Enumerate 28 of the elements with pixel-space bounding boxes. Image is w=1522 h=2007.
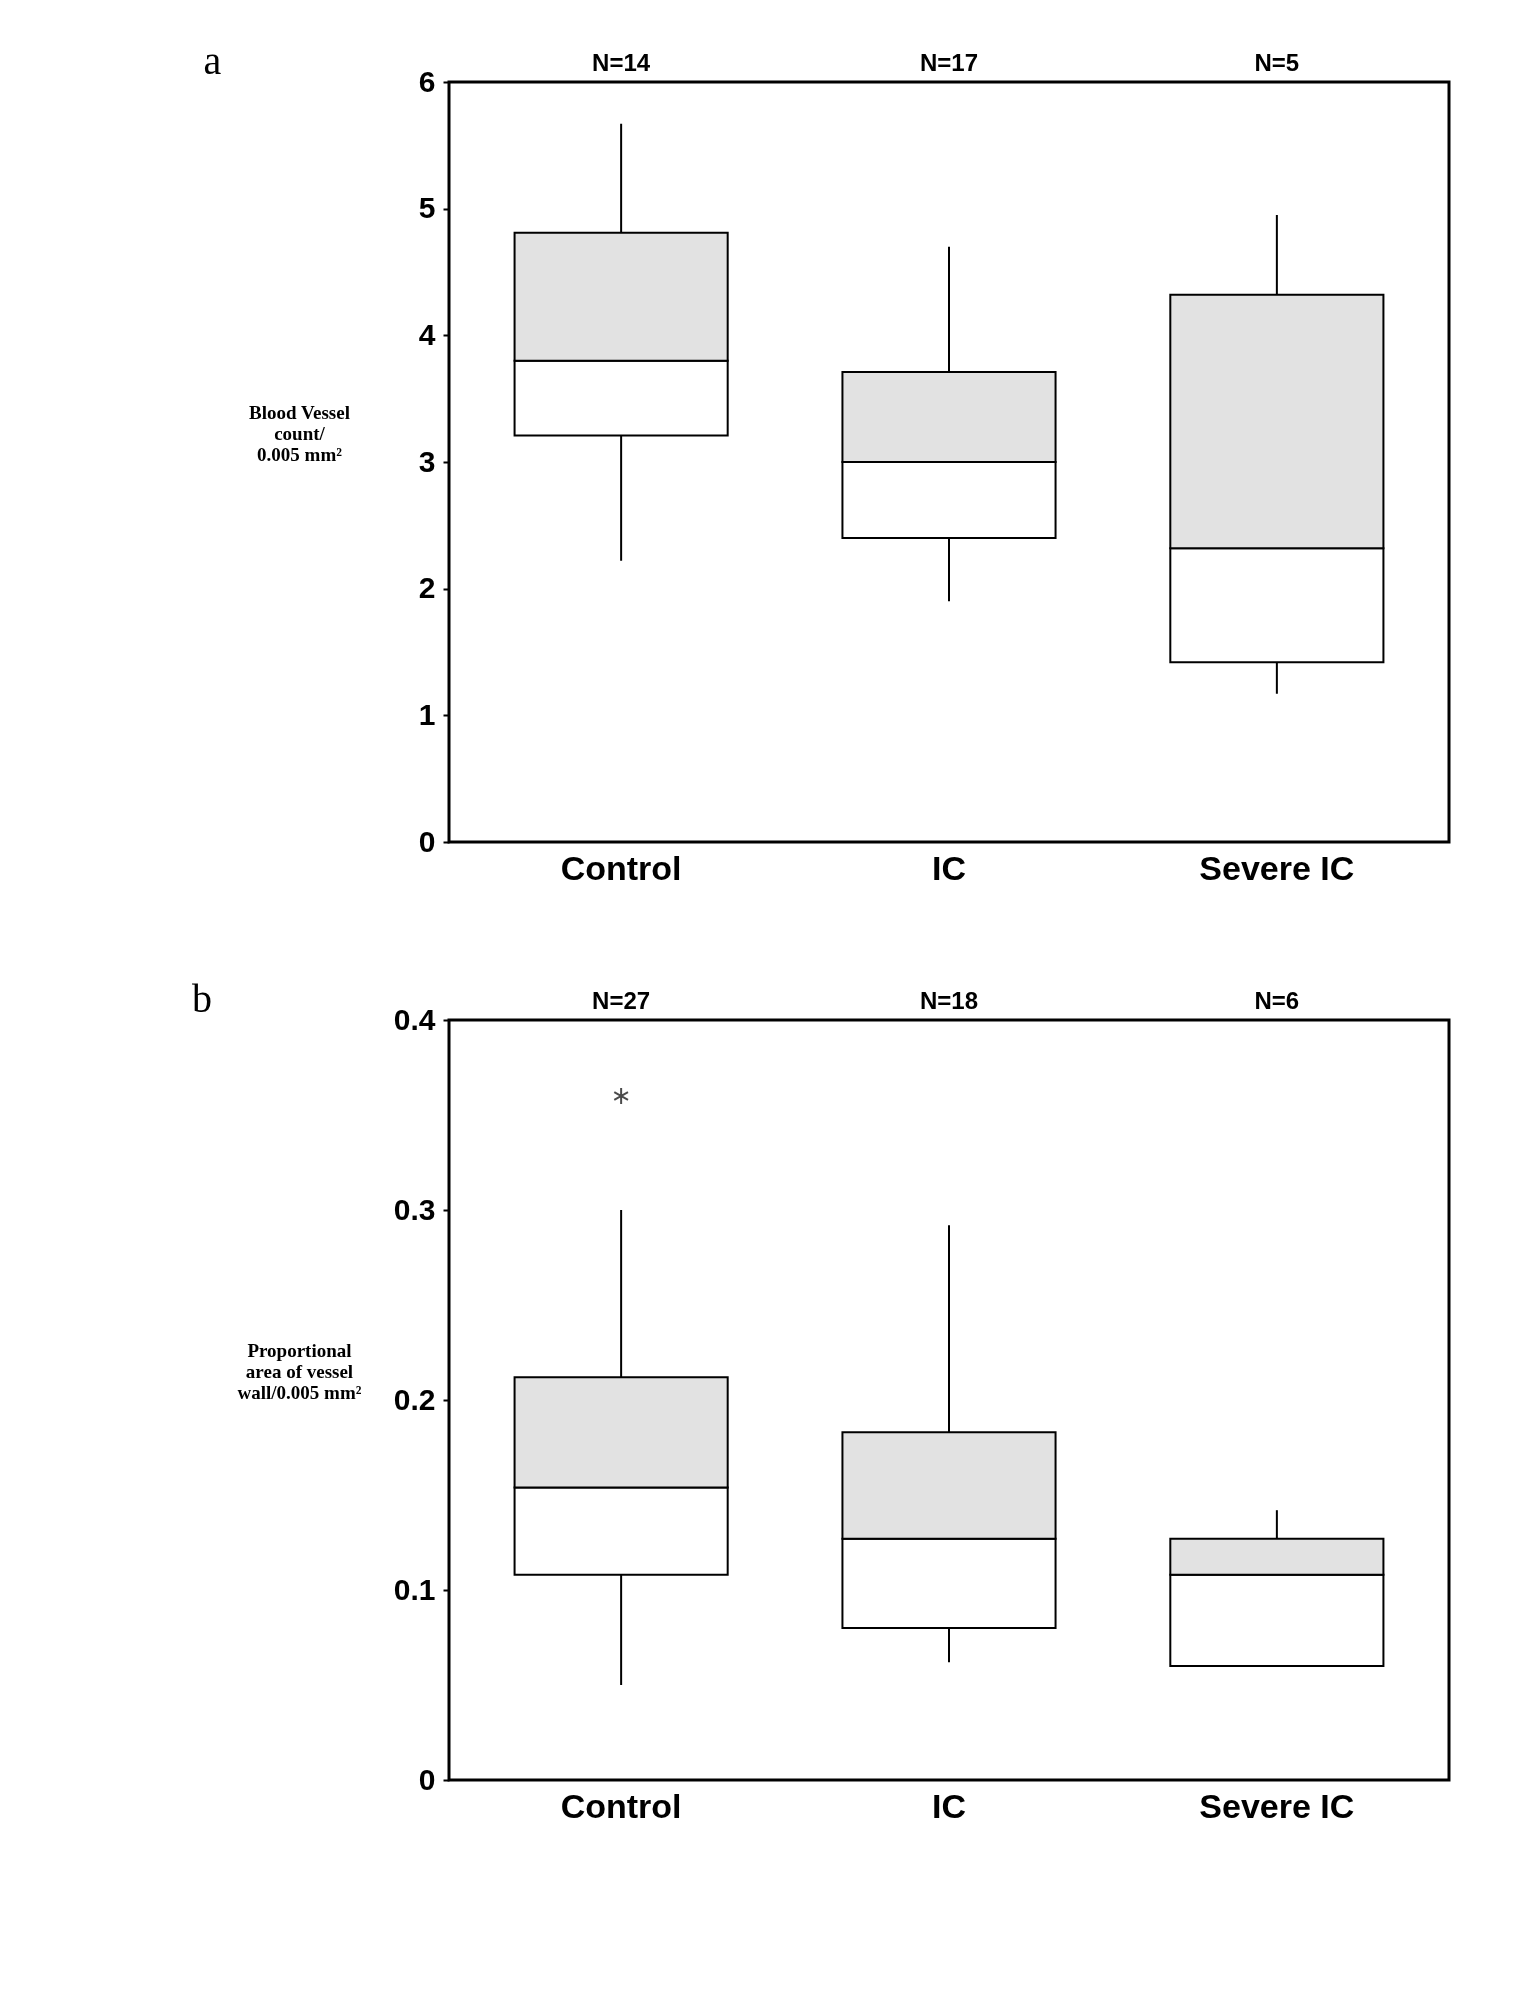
chart-title: a (203, 38, 222, 83)
x-tick-label: IC (932, 1786, 966, 1825)
y-tick-label: 5 (418, 191, 436, 225)
x-tick-label: Severe IC (1199, 848, 1355, 887)
text: N=14 (592, 49, 651, 76)
y-tick-label: 0.3 (393, 1192, 436, 1226)
text: N=17 (919, 49, 979, 76)
y-tick-label: 0.4 (393, 1002, 436, 1036)
chart-title: b (192, 976, 213, 1021)
text: N=18 (919, 987, 979, 1014)
y-tick-label: 0 (418, 824, 436, 858)
text: N=6 (1254, 987, 1300, 1014)
y-axis-title: Proportional area of vessel wall/0.005 mm² (237, 1339, 362, 1403)
y-tick-label: 4 (418, 317, 436, 351)
x-tick-label: Control (560, 1786, 682, 1825)
y-tick-label: 6 (418, 64, 436, 98)
x-tick-label: Severe IC (1199, 1786, 1355, 1825)
y-tick-label: 3 (418, 444, 436, 478)
y-tick-label: 0.1 (393, 1572, 436, 1606)
x-tick-label: Control (560, 848, 682, 887)
y-tick-label: 1 (418, 697, 436, 731)
x-tick-label: IC (932, 848, 966, 887)
y-tick-label: 0.2 (393, 1382, 436, 1416)
y-tick-label: 2 (418, 571, 436, 605)
text: N=5 (1254, 49, 1300, 76)
text: N=27 (592, 987, 651, 1014)
y-tick-label: 0 (418, 1762, 436, 1796)
y-axis-title: Blood Vessel count/ 0.005 mm² (249, 401, 350, 465)
